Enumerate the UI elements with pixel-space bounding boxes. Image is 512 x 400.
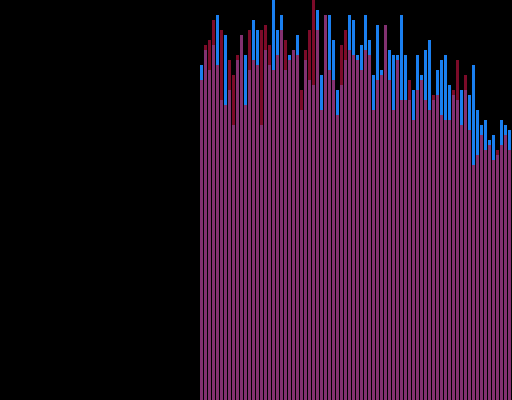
bar (284, 40, 287, 400)
bar (416, 90, 419, 400)
bar (496, 150, 499, 400)
bar (484, 150, 487, 400)
bar (352, 55, 355, 400)
bar (304, 50, 307, 400)
bar (372, 110, 375, 400)
bar (204, 45, 207, 400)
bar (336, 115, 339, 400)
bar (344, 30, 347, 400)
bar (260, 30, 263, 400)
bar (448, 120, 451, 400)
bar (208, 40, 211, 400)
bar (364, 50, 367, 400)
bar (220, 30, 223, 400)
bar (296, 55, 299, 400)
bar (508, 150, 511, 400)
bar (264, 25, 267, 400)
bar (384, 25, 387, 400)
bar (488, 145, 491, 400)
bar (256, 65, 259, 400)
bar (316, 30, 319, 400)
bar (248, 30, 251, 400)
bar (424, 100, 427, 400)
bar (332, 80, 335, 400)
bar (232, 75, 235, 400)
bar (500, 145, 503, 400)
bar (224, 105, 227, 400)
bar (380, 75, 383, 400)
bar (324, 15, 327, 400)
bar (404, 100, 407, 400)
bar (440, 115, 443, 400)
bar (280, 30, 283, 400)
bar (340, 45, 343, 400)
bar (292, 50, 295, 400)
bar (308, 30, 311, 400)
bar (360, 70, 363, 400)
bar (400, 100, 403, 400)
bar (420, 80, 423, 400)
bar (408, 80, 411, 400)
bar (492, 160, 495, 400)
bar (388, 80, 391, 400)
bar (480, 135, 483, 400)
bar (228, 60, 231, 400)
bar (300, 90, 303, 400)
bar (272, 70, 275, 400)
bar (456, 60, 459, 400)
bar (212, 20, 215, 400)
bar (468, 130, 471, 400)
bar (288, 60, 291, 400)
bar (412, 120, 415, 400)
bar (320, 110, 323, 400)
bar (328, 70, 331, 400)
bar (436, 95, 439, 400)
bar (504, 135, 507, 400)
bar (356, 60, 359, 400)
bar (200, 80, 203, 400)
bar (396, 60, 399, 400)
bar (476, 155, 479, 400)
bar (444, 120, 447, 400)
bar (368, 55, 371, 400)
bar (428, 110, 431, 400)
bar (312, 0, 315, 400)
bar (376, 80, 379, 400)
bar (472, 165, 475, 400)
bar (276, 55, 279, 400)
bar (244, 105, 247, 400)
bar (452, 90, 455, 400)
bar (240, 35, 243, 400)
bar (268, 45, 271, 400)
bar (252, 60, 255, 400)
bar (464, 75, 467, 400)
bar (236, 55, 239, 400)
bar (432, 95, 435, 400)
bar (392, 110, 395, 400)
bar (348, 50, 351, 400)
bar (216, 65, 219, 400)
bar (460, 125, 463, 400)
